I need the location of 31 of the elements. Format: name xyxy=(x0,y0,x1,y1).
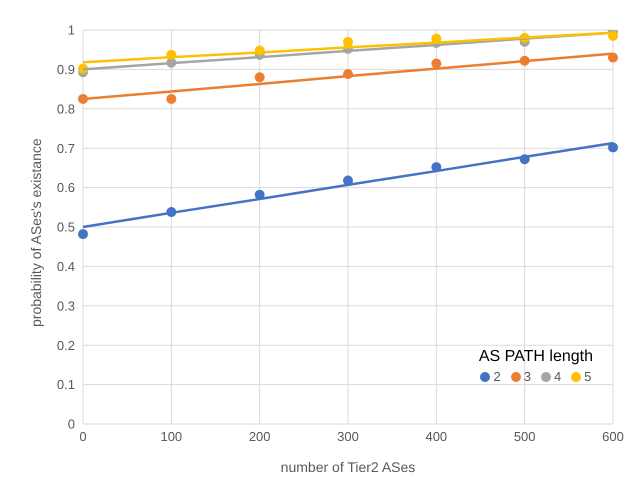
point xyxy=(166,94,176,104)
y-tick-label: 0.2 xyxy=(56,338,75,353)
y-tick-label: 1 xyxy=(68,22,75,38)
x-tick-label: 400 xyxy=(425,429,448,444)
x-tick-label: 500 xyxy=(514,429,536,444)
y-tick-label: 0 xyxy=(68,416,75,432)
y-tick-label: 0.6 xyxy=(56,180,75,196)
y-tick-label: 0.1 xyxy=(56,377,75,392)
point xyxy=(78,229,88,240)
point xyxy=(608,142,618,152)
legend-label: 5 xyxy=(584,369,592,384)
point xyxy=(254,72,265,82)
x-axis-title: number of Tier2 ASes xyxy=(280,459,416,475)
legend-title: AS PATH length xyxy=(478,348,593,366)
y-axis-title: probability of ASes's existance xyxy=(28,138,44,327)
y-tick-label: 0.3 xyxy=(56,298,75,314)
y-tick-label: 0.9 xyxy=(56,62,75,78)
x-tick-label: 600 xyxy=(602,429,624,444)
x-tick-label: 200 xyxy=(248,429,271,444)
legend-label: 3 xyxy=(524,369,531,384)
y-tick-label: 0.5 xyxy=(56,220,75,235)
x-tick-label: 100 xyxy=(160,429,182,444)
x-tick-label: 300 xyxy=(337,429,359,444)
legend-label: 2 xyxy=(493,369,501,384)
y-tick-label: 0.4 xyxy=(56,259,75,274)
legend-label: 4 xyxy=(554,369,562,384)
point xyxy=(343,36,353,47)
y-tick-label: 0.8 xyxy=(56,101,75,116)
y-tick-label: 0.7 xyxy=(56,140,75,156)
x-tick-label: 0 xyxy=(79,429,87,444)
point xyxy=(431,58,442,68)
